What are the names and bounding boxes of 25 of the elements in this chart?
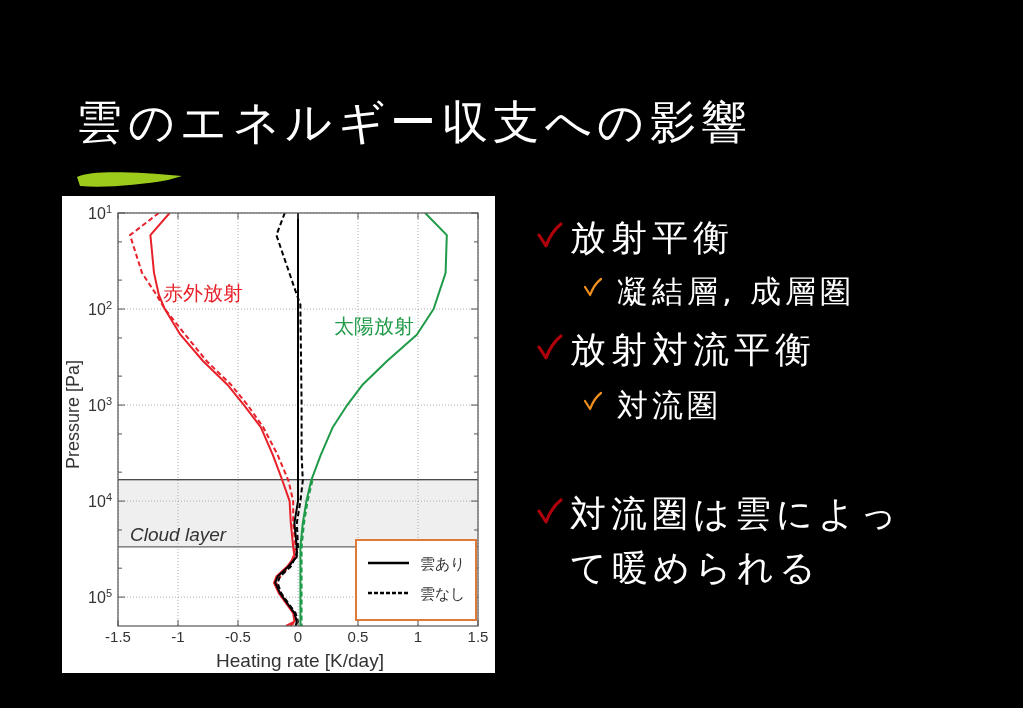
x-tick-label: 0 xyxy=(293,628,303,645)
annotation: 赤外放射 xyxy=(163,281,243,305)
text: 凝結層, 成層圏 xyxy=(617,272,856,311)
x-tick-label: -0.5 xyxy=(225,628,251,645)
x-axis-title: Heating rate [K/day] xyxy=(216,650,384,671)
y-tick-label: 10$^{1}$ xyxy=(88,202,112,222)
legend-label: 雲なし xyxy=(420,585,465,603)
text: 放射対流平衡 xyxy=(570,328,817,372)
x-tick-label: 1 xyxy=(413,628,423,645)
y-tick-label: 10$^{5}$ xyxy=(88,586,112,607)
x-tick-label: -1 xyxy=(171,628,185,645)
x-tick-label: 1.5 xyxy=(467,628,489,645)
x-tick-label: -1.5 xyxy=(105,628,131,645)
y-axis-title: Pressure [Pa] xyxy=(63,359,83,470)
annotation: 太陽放射 xyxy=(334,314,414,338)
y-tick-label: 10$^{4}$ xyxy=(88,490,112,511)
text: 対流圏 xyxy=(617,386,723,425)
x-tick-label: 0.5 xyxy=(347,628,369,645)
band-label: Cloud layer xyxy=(130,523,227,545)
y-tick-label: 10$^{3}$ xyxy=(88,394,112,415)
chart-title: 雲のエネルギー収支への影響 xyxy=(76,94,753,151)
y-tick-label: 10$^{2}$ xyxy=(88,298,112,319)
text: 対流圏は雲によって暖められる xyxy=(570,492,903,590)
legend-label: 雲あり xyxy=(420,555,465,573)
text: 放射平衡 xyxy=(570,216,735,260)
